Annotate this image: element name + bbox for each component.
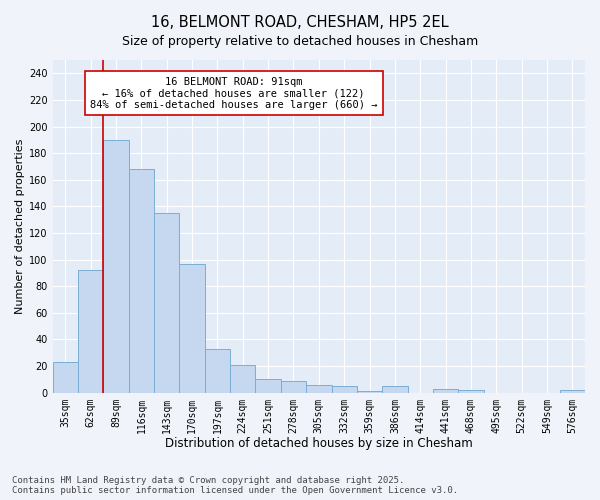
Bar (560, 390, 585, 392)
Bar (332, 386, 357, 392)
Bar (179, 264, 205, 392)
Bar (281, 380, 306, 392)
Y-axis label: Number of detached properties: Number of detached properties (15, 138, 25, 314)
Bar (154, 213, 179, 392)
Bar (433, 388, 458, 392)
Bar (103, 140, 129, 392)
Bar (230, 365, 256, 392)
Bar (78, 270, 103, 392)
Text: Size of property relative to detached houses in Chesham: Size of property relative to detached ho… (122, 35, 478, 48)
Bar (256, 380, 281, 392)
Bar (53, 362, 78, 392)
X-axis label: Distribution of detached houses by size in Chesham: Distribution of detached houses by size … (165, 437, 473, 450)
Bar (382, 386, 407, 392)
Text: Contains HM Land Registry data © Crown copyright and database right 2025.
Contai: Contains HM Land Registry data © Crown c… (12, 476, 458, 495)
Bar (205, 349, 230, 393)
Text: 16 BELMONT ROAD: 91sqm
← 16% of detached houses are smaller (122)
84% of semi-de: 16 BELMONT ROAD: 91sqm ← 16% of detached… (90, 76, 377, 110)
Text: 16, BELMONT ROAD, CHESHAM, HP5 2EL: 16, BELMONT ROAD, CHESHAM, HP5 2EL (151, 15, 449, 30)
Bar (306, 384, 332, 392)
Bar (458, 390, 484, 392)
Bar (129, 169, 154, 392)
